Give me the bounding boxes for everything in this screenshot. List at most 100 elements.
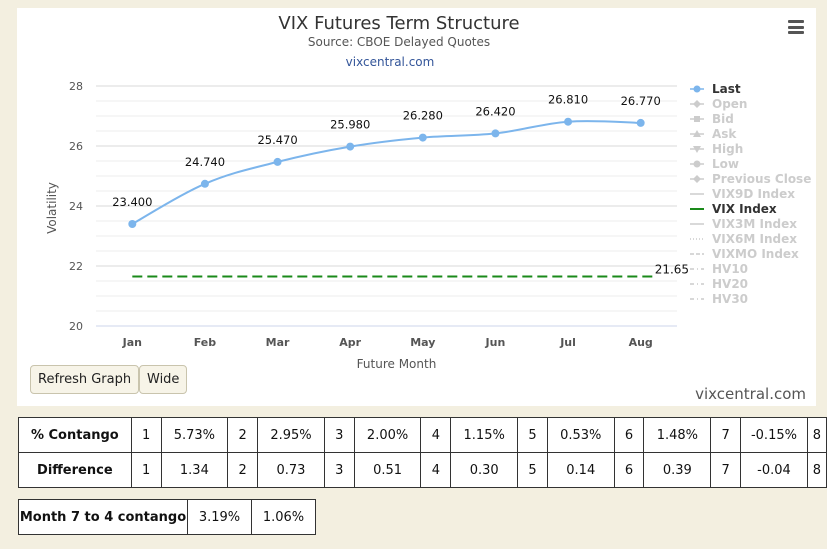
chart-menu-button[interactable] (788, 20, 804, 34)
x-tick-label: Jul (559, 336, 576, 349)
last-point (636, 118, 645, 127)
last-data-label: 26.770 (621, 94, 661, 108)
legend-item-label[interactable]: Last (712, 82, 741, 96)
vix-index-label: 21.65 (655, 263, 689, 277)
last-point (273, 157, 282, 166)
contango-value: 0.30 (450, 452, 519, 488)
contango-value: 0.53% (546, 417, 615, 453)
legend-marker-circle (693, 85, 701, 93)
last-data-label: 26.280 (403, 109, 443, 123)
contango-month-index: 6 (613, 417, 645, 453)
last-point (128, 220, 137, 228)
contango-month-index: 2 (227, 417, 259, 453)
x-tick-label: Mar (266, 336, 290, 349)
contango-row: Difference 1 1.34 2 0.73 3 0.51 4 0.30 5 0.14 6 0.39… (18, 452, 827, 488)
x-tick-label: Feb (194, 336, 217, 349)
x-tick-label: Jun (485, 336, 506, 349)
legend-item-label[interactable]: Previous Close (712, 172, 811, 186)
legend-marker-square (694, 116, 700, 122)
y-tick-label: 22 (69, 260, 83, 273)
legend-item-label[interactable]: VIX3M Index (712, 217, 797, 231)
contango-value: 0.39 (643, 452, 712, 488)
last-data-label: 26.810 (548, 93, 588, 107)
last-data-label: 25.470 (257, 133, 297, 147)
contango-value: -0.15% (740, 417, 808, 453)
x-tick-label: May (410, 336, 435, 349)
last-data-label: 25.980 (330, 118, 370, 132)
last-data-label: 26.420 (475, 104, 515, 118)
contango-value: 2.95% (257, 417, 325, 453)
contango-value: 1.48% (643, 417, 712, 453)
legend-item-label[interactable]: HV20 (712, 277, 748, 291)
contango-month-index: 5 (517, 452, 548, 488)
legend-marker-triangle (693, 130, 701, 137)
legend-item-label[interactable]: VIX9D Index (712, 187, 795, 201)
chart-panel: VIX Futures Term Structure Source: CBOE D… (17, 8, 816, 406)
contango-value: -0.04 (740, 452, 808, 488)
contango-value: 0.73 (257, 452, 325, 488)
contango-value: 2.00% (353, 417, 422, 453)
contango-month-index: 7 (710, 417, 742, 453)
contango-month-index: 4 (420, 452, 452, 488)
month-contango-value: 1.06% (251, 499, 316, 535)
contango-month-index: 1 (130, 417, 162, 453)
legend-marker-diamond (693, 100, 701, 108)
contango-body: % Contango 1 5.73% 2 2.95% 3 2.00% 4 1.15% 5 0.53%… (18, 417, 827, 488)
month-contango-label: Month 7 to 4 contango (18, 499, 188, 535)
contango-row-label: Difference (18, 452, 132, 488)
legend-item-label[interactable]: Open (712, 97, 747, 111)
chart-subtitle: Source: CBOE Delayed Quotes (308, 35, 490, 49)
last-point (418, 133, 427, 142)
legend-item-label[interactable]: VIXMO Index (712, 247, 799, 261)
month-contango-value: 3.19% (187, 499, 252, 535)
x-axis-title: Future Month (357, 357, 437, 371)
contango-month-index: 1 (130, 452, 162, 488)
legend-item-label[interactable]: VIX Index (712, 202, 777, 216)
y-tick-label: 24 (69, 200, 83, 213)
x-tick-label: Aug (629, 336, 653, 349)
x-tick-label: Apr (339, 336, 361, 349)
legend-item-label[interactable]: Ask (712, 127, 737, 141)
contango-month-index: 4 (420, 417, 452, 453)
last-point (200, 179, 209, 188)
legend-item-label[interactable]: HV10 (712, 262, 748, 276)
last-point (564, 117, 573, 126)
month-contango-table: Month 7 to 4 contango 3.19% 1.06% (18, 499, 316, 535)
legend-item-label[interactable]: Low (712, 157, 739, 171)
contango-month-index: 3 (323, 417, 355, 453)
contango-month-index: 7 (710, 452, 742, 488)
contango-table: % Contango 1 5.73% 2 2.95% 3 2.00% 4 1.15% 5 0.53%… (18, 417, 827, 488)
legend-item-label[interactable]: HV30 (712, 292, 748, 306)
menu-bar (788, 25, 804, 29)
last-series-line (131, 120, 641, 225)
contango-month-index: 2 (227, 452, 259, 488)
contango-month-index: 3 (323, 452, 355, 488)
month-contango-row: Month 7 to 4 contango 3.19% 1.06% (18, 499, 316, 535)
last-point (346, 142, 355, 151)
refresh-graph-button[interactable]: Refresh Graph (30, 365, 140, 394)
contango-row: % Contango 1 5.73% 2 2.95% 3 2.00% 4 1.15% 5 0.53%… (18, 417, 827, 453)
menu-bar (788, 31, 804, 34)
y-tick-label: 20 (69, 320, 83, 333)
contango-value: 0.51 (353, 452, 422, 488)
contango-month-index: 6 (613, 452, 645, 488)
contango-month-index: 8 (806, 452, 827, 488)
menu-bar (788, 20, 804, 23)
legend-marker-triangle-down (693, 146, 701, 153)
contango-value: 5.73% (160, 417, 229, 453)
legend-marker-circle (693, 160, 701, 168)
watermark: vixcentral.com (695, 385, 806, 403)
wide-button[interactable]: Wide (139, 365, 188, 394)
chart-credit: vixcentral.com (346, 55, 435, 69)
contango-month-index: 8 (806, 417, 827, 453)
legend-item-label[interactable]: Bid (712, 112, 734, 126)
legend-item-label[interactable]: VIX6M Index (712, 232, 797, 246)
legend-item-label[interactable]: High (712, 142, 743, 156)
y-tick-label: 28 (69, 80, 83, 93)
legend-marker-diamond (693, 175, 701, 183)
y-tick-label: 26 (69, 140, 83, 153)
x-tick-label: Jan (122, 336, 142, 349)
contango-value: 1.34 (160, 452, 229, 488)
contango-row-label: % Contango (18, 417, 132, 453)
